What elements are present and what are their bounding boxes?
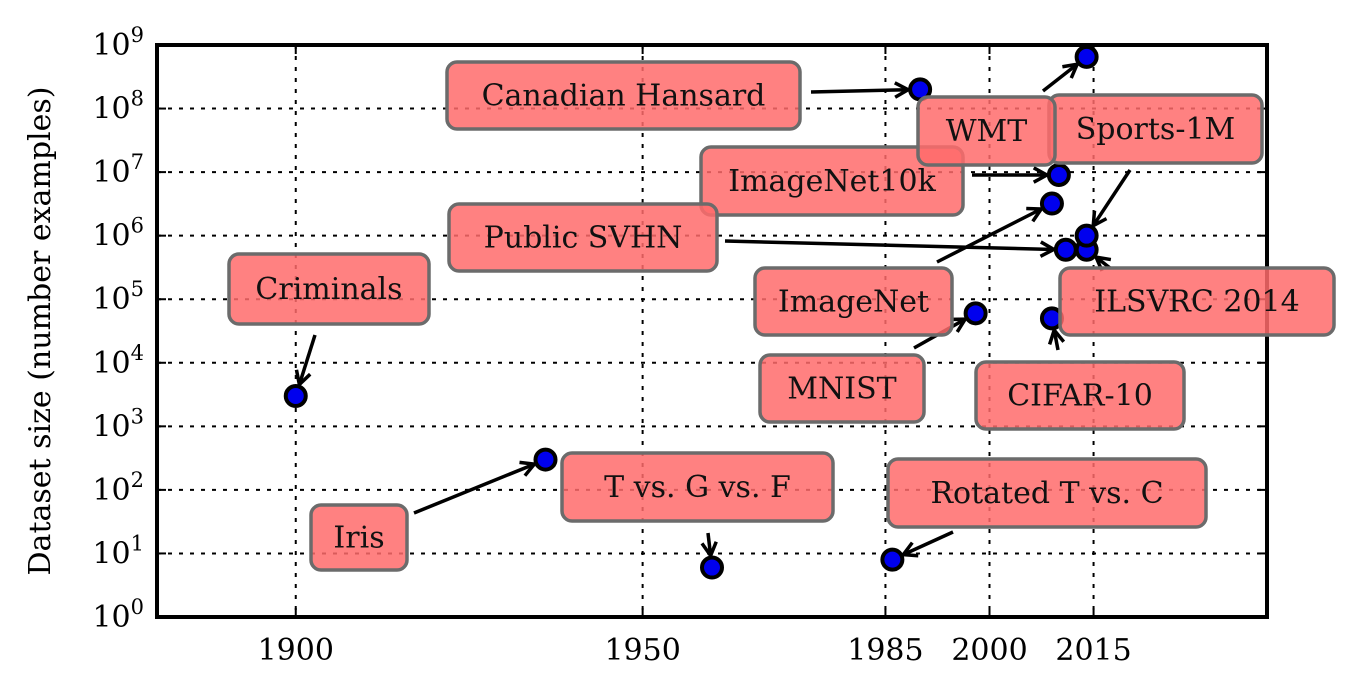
y-tick-label: 103: [92, 404, 144, 444]
y-tick-exponent: 2: [131, 468, 144, 492]
point-criminals: [283, 384, 308, 409]
annotation-labels: Criminals Iris T vs. G vs. F Rotated T vs. …: [227, 60, 1336, 572]
annotation-sports-1m: Sports-1M: [1047, 93, 1264, 165]
annotation-label: MNIST: [787, 372, 896, 407]
y-tick-base: 10: [92, 600, 130, 635]
point-imagenet: [1039, 191, 1064, 216]
y-tick-exponent: 6: [131, 214, 144, 238]
arrow-criminals: [297, 334, 317, 386]
x-axis-ticks: 1900 1950 1985 2000 2015: [258, 633, 1132, 668]
annotation-ilsvrc-2014: ILSVRC 2014: [1058, 266, 1336, 337]
annotation-criminals: Criminals: [227, 252, 431, 326]
annotation-box: [227, 252, 431, 326]
annotation-box: [699, 145, 965, 217]
y-tick-label: 104: [92, 341, 144, 381]
arrow-iris: [413, 462, 536, 515]
y-tick-label: 107: [92, 150, 144, 190]
x-tick-label: 2015: [1055, 633, 1131, 668]
y-tick-base: 10: [92, 282, 130, 317]
point-imagenet10k: [1046, 163, 1071, 188]
y-tick-label: 106: [92, 214, 144, 254]
y-tick-exponent: 1: [131, 531, 144, 555]
annotation-box: [309, 503, 409, 572]
annotation-box: [1058, 266, 1336, 337]
point-public-svhn: [1053, 237, 1078, 262]
annotation-label: WMT: [946, 114, 1028, 149]
y-tick-label: 108: [92, 87, 144, 127]
arrow-canadian-hansard: [810, 87, 909, 94]
y-tick-exponent: 7: [131, 150, 144, 174]
y-tick-label: 100: [92, 595, 144, 635]
annotation-canadian-hansard: Canadian Hansard: [445, 60, 802, 131]
y-tick-label: 105: [92, 277, 144, 317]
y-tick-base: 10: [92, 155, 130, 190]
y-tick-exponent: 9: [131, 23, 144, 47]
arrow-public-svhn: [724, 239, 1054, 252]
annotation-label: Sports-1M: [1076, 112, 1236, 147]
point-wmt: [1074, 44, 1099, 69]
annotation-box: [753, 266, 954, 337]
annotation-public-svhn: Public SVHN: [447, 202, 719, 273]
annotation-imagenet: ImageNet: [753, 266, 954, 337]
y-tick-exponent: 0: [131, 595, 144, 619]
annotation-label: T vs. G vs. F: [604, 470, 791, 505]
annotation-label: Public SVHN: [484, 221, 683, 256]
x-tick-label: 1950: [604, 633, 680, 668]
y-tick-exponent: 8: [131, 87, 144, 111]
annotation-t-vs-g-vs-f: T vs. G vs. F: [560, 451, 835, 523]
y-tick-exponent: 4: [131, 341, 144, 365]
annotation-box: [560, 451, 835, 523]
annotation-mnist: MNIST: [758, 353, 926, 424]
y-tick-base: 10: [92, 473, 130, 508]
annotation-label: Rotated T vs. C: [930, 476, 1163, 511]
point-mnist: [963, 301, 988, 326]
point-sports-1m: [1074, 223, 1099, 248]
annotation-iris: Iris: [309, 503, 409, 572]
annotation-wmt: WMT: [916, 95, 1057, 167]
y-tick-base: 10: [92, 536, 130, 571]
annotation-label: Canadian Hansard: [482, 79, 766, 114]
annotation-cifar-10: CIFAR-10: [974, 360, 1186, 431]
point-t-vs-g-vs-f: [700, 555, 724, 580]
annotation-label: ImageNet: [778, 285, 929, 320]
point-rotated-t-vs-c: [880, 547, 905, 572]
y-tick-label: 102: [92, 468, 144, 508]
y-tick-label: 101: [92, 531, 144, 571]
x-tick-label: 1985: [847, 633, 923, 668]
arrow-t-vs-g-vs-f: [706, 532, 713, 556]
annotation-label: Criminals: [255, 272, 402, 307]
arrow-wmt: [1041, 62, 1079, 93]
y-tick-base: 10: [92, 219, 130, 254]
x-tick-label: 1900: [258, 633, 334, 668]
annotation-label: ILSVRC 2014: [1094, 285, 1299, 320]
y-tick-base: 10: [92, 409, 130, 444]
y-tick-base: 10: [92, 346, 130, 381]
y-axis-title: Dataset size (number examples): [23, 87, 58, 576]
annotation-label: Iris: [333, 521, 384, 556]
annotation-box: [758, 353, 926, 424]
arrow-imagenet: [936, 207, 1043, 264]
y-tick-exponent: 3: [131, 404, 144, 428]
arrow-sports-1m: [1091, 169, 1132, 227]
annotation-box: [916, 95, 1057, 167]
y-tick-exponent: 5: [131, 277, 144, 301]
annotation-label: ImageNet10k: [728, 164, 936, 199]
annotation-box: [447, 202, 719, 273]
arrow-rotated-t-vs-c: [902, 530, 954, 557]
y-tick-base: 10: [92, 28, 130, 63]
annotation-box: [445, 60, 802, 131]
y-tick-base: 10: [92, 92, 130, 127]
y-tick-label: 109: [92, 23, 144, 63]
annotation-rotated-t-vs-c: Rotated T vs. C: [886, 457, 1208, 529]
point-iris: [533, 447, 558, 472]
annotation-imagenet10k: ImageNet10k: [699, 145, 965, 217]
x-tick-label: 2000: [951, 633, 1027, 668]
annotation-label: CIFAR-10: [1007, 379, 1153, 414]
annotation-box: [886, 457, 1208, 529]
annotation-box: [974, 360, 1186, 431]
